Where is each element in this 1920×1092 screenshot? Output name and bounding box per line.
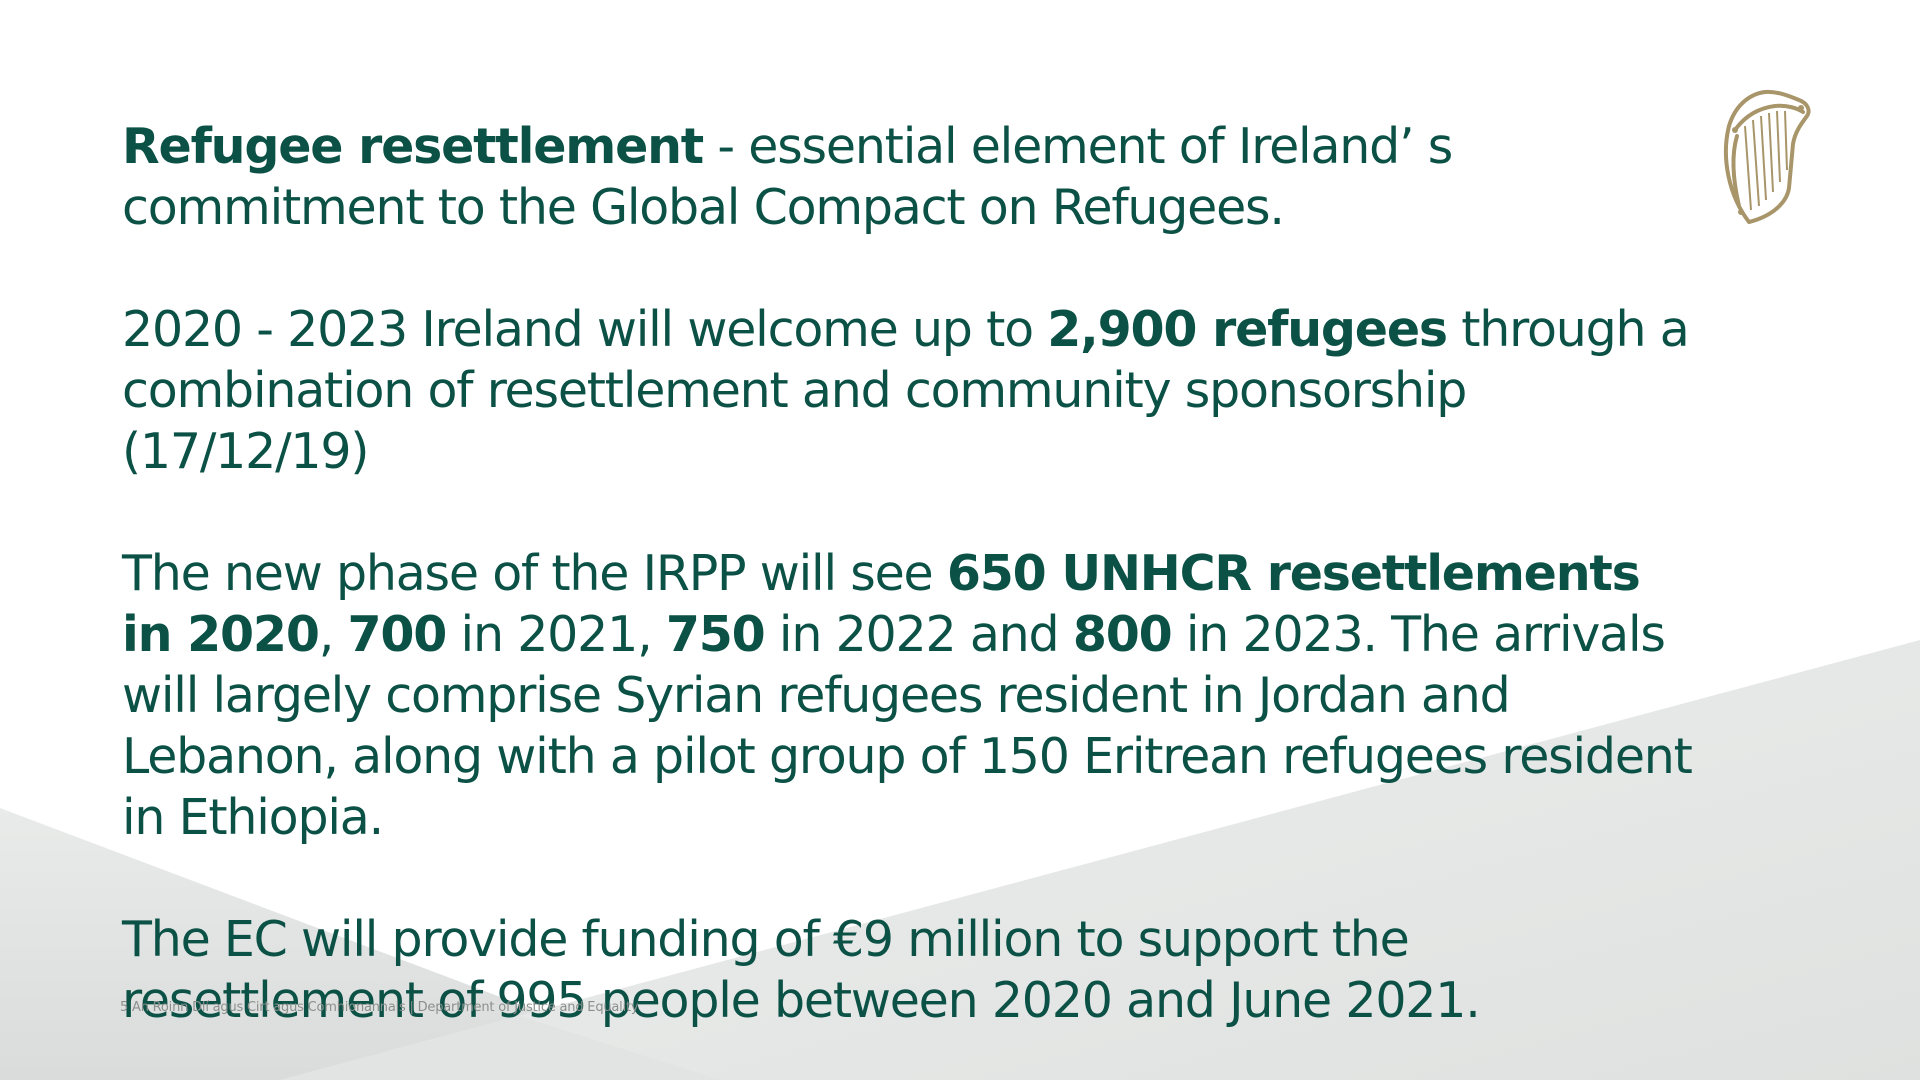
bold-figure: 750 bbox=[665, 606, 766, 663]
paragraph-text: - essential element of Ireland’ s commit… bbox=[122, 118, 1453, 236]
bold-figure: 700 bbox=[347, 606, 447, 663]
paragraph-text: , bbox=[318, 606, 348, 663]
bold-figure: 800 bbox=[1072, 606, 1173, 663]
paragraph-text: through a combination of resettlement an… bbox=[122, 301, 1690, 480]
paragraph-text: in 2022 and bbox=[764, 606, 1073, 663]
bold-lead-text: Refugee resettlement bbox=[122, 118, 704, 175]
background-shape-overlap bbox=[280, 1016, 720, 1080]
paragraph-text: in 2021, bbox=[446, 606, 666, 663]
irish-harp-icon bbox=[1723, 89, 1811, 224]
slide-footer: 5 An Roinn Dlí agus Cirt agus Comhionann… bbox=[120, 1000, 639, 1015]
paragraph-text: 2020 - 2023 Ireland will welcome up to bbox=[122, 301, 1048, 358]
slide-body: Refugee resettlement - essential element… bbox=[122, 116, 1702, 1092]
paragraph-refugee-target: 2020 - 2023 Ireland will welcome up to 2… bbox=[122, 299, 1702, 482]
paragraph-text: The EC will provide funding of €9 millio… bbox=[122, 911, 1481, 1029]
paragraph-text: in 2023. The arrivals will largely compr… bbox=[122, 606, 1693, 846]
paragraph-ec-funding: The EC will provide funding of €9 millio… bbox=[122, 909, 1702, 1031]
bold-figure: 650 UNHCR resettlements in 2020 bbox=[122, 545, 1641, 663]
background-shape-right bbox=[280, 640, 1920, 1080]
paragraph-refugee-resettlement: Refugee resettlement - essential element… bbox=[122, 116, 1702, 238]
paragraph-text: The new phase of the IRPP will see bbox=[122, 545, 947, 602]
bold-figure: 2,900 refugees bbox=[1047, 301, 1448, 358]
paragraph-irpp-phase: The new phase of the IRPP will see 650 U… bbox=[122, 543, 1702, 848]
